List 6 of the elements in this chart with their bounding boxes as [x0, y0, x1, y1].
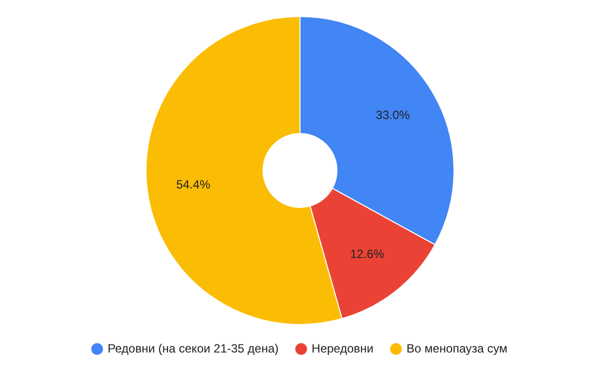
legend-label: Во менопауза сум	[406, 341, 508, 356]
legend-label: Нередовни	[312, 341, 374, 356]
legend-label: Редовни (на секои 21-35 дена)	[108, 341, 279, 356]
data-label: 33.0%	[376, 108, 410, 122]
data-label: 12.6%	[350, 247, 384, 262]
data-label: 54.4%	[176, 178, 211, 192]
